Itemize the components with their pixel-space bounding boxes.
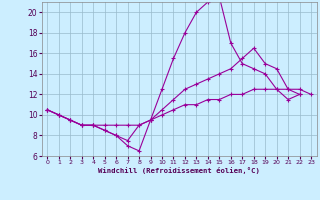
- X-axis label: Windchill (Refroidissement éolien,°C): Windchill (Refroidissement éolien,°C): [98, 167, 260, 174]
